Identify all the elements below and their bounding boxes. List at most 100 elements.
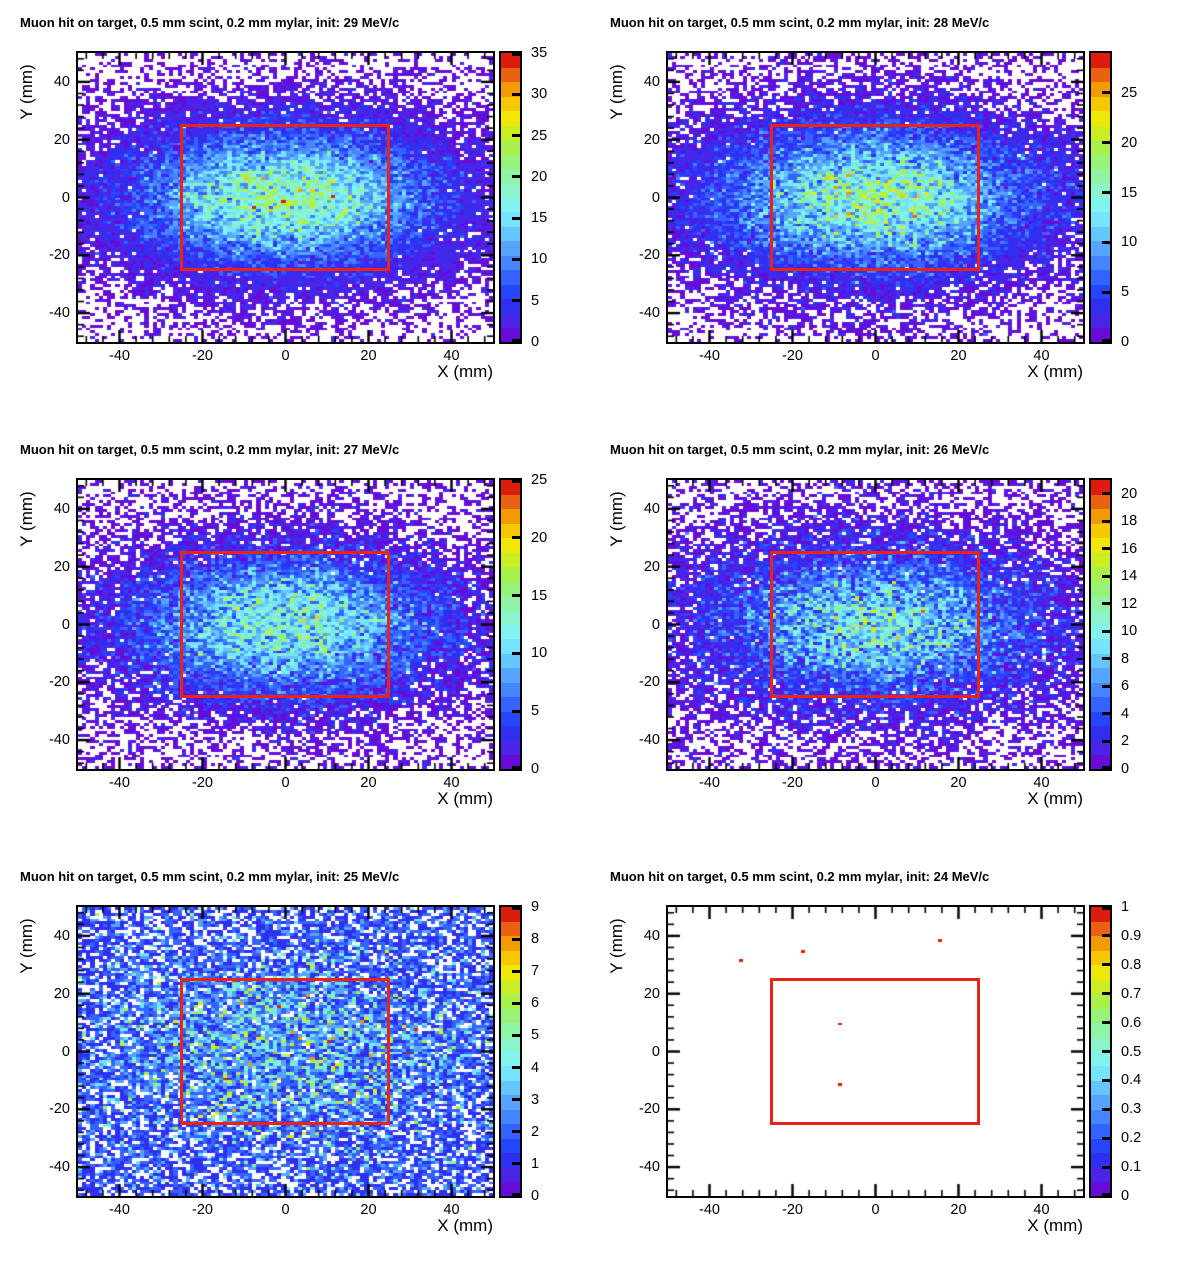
colorbar	[1089, 51, 1112, 344]
plot-frame	[666, 905, 1085, 1198]
y-tick-label: -40	[639, 1159, 660, 1176]
y-tick-label: 20	[53, 985, 70, 1002]
x-tick-label: 40	[1033, 348, 1050, 364]
x-tick-label: 40	[1033, 1202, 1050, 1218]
x-tick-label: -20	[192, 348, 213, 364]
colorbar-band	[501, 197, 520, 213]
colorbar-band	[1091, 1022, 1110, 1038]
colorbar-tick-label: 0.7	[1121, 985, 1142, 1002]
colorbar-tick	[1102, 1078, 1110, 1082]
colorbar-tick-label: 1	[531, 1155, 540, 1172]
x-tick-label: 0	[281, 348, 290, 364]
y-tick-label: -20	[49, 674, 70, 691]
colorbar-band	[501, 1037, 520, 1052]
colorbar-tick-label: 8	[1121, 650, 1130, 667]
colorbar	[1089, 478, 1112, 771]
x-tick-label: -20	[782, 1202, 803, 1218]
colorbar-tick-label: 15	[1121, 184, 1138, 201]
colorbar-tick	[512, 299, 520, 303]
colorbar-band	[501, 964, 520, 980]
colorbar-tick	[512, 594, 520, 598]
y-tick-label: 20	[53, 131, 70, 148]
colorbar-tick	[512, 1001, 520, 1005]
y-tick-label: 20	[643, 985, 660, 1002]
colorbar-band	[1091, 96, 1110, 112]
colorbar-tick-label: 16	[1121, 540, 1138, 557]
colorbar-band	[1091, 653, 1110, 669]
colorbar-band	[501, 610, 520, 625]
colorbar-tick	[1102, 290, 1110, 294]
colorbar-band	[1091, 1037, 1110, 1052]
y-tick-label: -40	[49, 305, 70, 322]
colorbar-tick	[512, 709, 520, 713]
colorbar-band	[1091, 284, 1110, 300]
colorbar-band	[1091, 1051, 1110, 1067]
colorbar-band	[501, 638, 520, 654]
colorbar-tick-label: 20	[1121, 485, 1138, 502]
colorbar-band	[1091, 168, 1110, 184]
colorbar-tick-label: 4	[531, 1059, 540, 1076]
colorbar-tick-label: 0	[1121, 1188, 1130, 1204]
y-tick-label: 20	[643, 558, 660, 575]
y-tick-label: 40	[53, 927, 70, 944]
colorbar-band	[501, 921, 520, 937]
colorbar-band	[501, 740, 520, 756]
colorbar-band	[1091, 935, 1110, 951]
colorbar	[499, 478, 522, 771]
colorbar-tick	[1102, 602, 1110, 606]
colorbar-tick-label: 5	[531, 1027, 540, 1044]
y-tick-label: 0	[651, 616, 660, 633]
x-tick-label: 20	[950, 775, 967, 791]
colorbar-tick-label: 25	[531, 472, 548, 488]
colorbar-tick	[1102, 547, 1110, 551]
colorbar-band	[1091, 313, 1110, 329]
colorbar-band	[501, 125, 520, 141]
colorbar-band	[501, 508, 520, 524]
colorbar-tick-label: 2	[1121, 733, 1130, 750]
y-tick-label: 40	[53, 73, 70, 90]
colorbar-band	[1091, 581, 1110, 597]
colorbar-band	[501, 240, 520, 256]
colorbar-tick-label: 30	[531, 86, 548, 103]
colorbar-tick	[512, 53, 520, 56]
plot-frame	[76, 51, 495, 344]
y-tick-label: 40	[643, 927, 660, 944]
x-tick-label: -40	[699, 775, 720, 791]
colorbar-band	[501, 269, 520, 285]
x-axis-title: X (mm)	[437, 362, 493, 381]
heatmap-canvas	[78, 480, 493, 769]
plot-title: Muon hit on target, 0.5 mm scint, 0.2 mm…	[610, 442, 990, 457]
plot-frame	[76, 478, 495, 771]
plot-title: Muon hit on target, 0.5 mm scint, 0.2 mm…	[610, 15, 990, 30]
colorbar-band	[1091, 298, 1110, 314]
heatmap-canvas	[668, 53, 1083, 342]
colorbar-band	[1091, 1167, 1110, 1183]
colorbar-band	[1091, 979, 1110, 995]
y-tick-label: 40	[53, 500, 70, 517]
colorbar-band	[501, 711, 520, 727]
x-tick-label: -20	[782, 775, 803, 791]
x-tick-label: 40	[443, 348, 460, 364]
colorbar-band	[501, 653, 520, 669]
x-axis-title: X (mm)	[1027, 1216, 1083, 1235]
colorbar-band	[501, 284, 520, 300]
colorbar	[499, 51, 522, 344]
colorbar-tick-label: 20	[531, 529, 548, 546]
colorbar-band	[1091, 197, 1110, 213]
colorbar-band	[501, 566, 520, 582]
x-tick-label: 0	[871, 1202, 880, 1218]
y-tick-label: 40	[643, 500, 660, 517]
y-axis-title: Y (mm)	[607, 491, 626, 547]
colorbar-tick-label: 7	[531, 963, 540, 980]
colorbar-band	[501, 993, 520, 1009]
colorbar-band	[501, 1065, 520, 1081]
heatmap-canvas	[78, 53, 493, 342]
colorbar	[1089, 905, 1112, 1198]
colorbar-band	[1091, 1094, 1110, 1110]
colorbar-band	[1091, 1181, 1110, 1197]
x-axis-title: X (mm)	[1027, 362, 1083, 381]
colorbar-band	[1091, 154, 1110, 170]
heatmap-canvas	[668, 907, 1083, 1196]
colorbar-tick	[1102, 191, 1110, 195]
colorbar-tick-label: 6	[531, 995, 540, 1012]
